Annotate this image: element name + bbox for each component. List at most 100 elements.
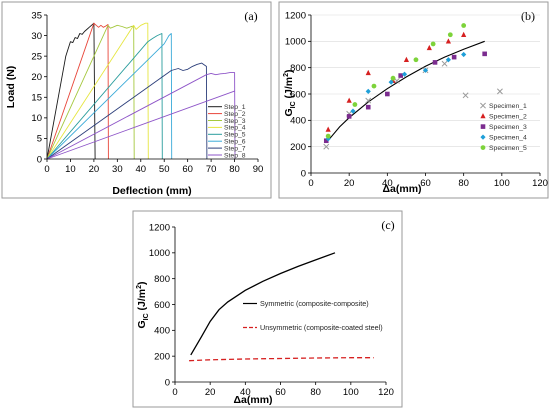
panel-b-data-point — [496, 88, 503, 95]
panel-b-data-point — [451, 54, 457, 60]
panel-b-data-point — [346, 114, 352, 119]
panel-b-data-point — [325, 133, 331, 139]
panel-a-x-tick-label: 80 — [229, 164, 240, 175]
panel-b-data-point — [462, 92, 469, 99]
panel-c-ylabel: GIC (J/m2) — [136, 281, 150, 328]
panel-b-data-point — [461, 51, 467, 58]
panel-b-ylabel-sub: IC — [290, 101, 297, 108]
panel-b-data-point — [461, 31, 467, 37]
panel-c-x-tick-label: 120 — [378, 387, 394, 398]
panel-b-data-point — [447, 32, 453, 38]
panel-c-x-tick-label: 60 — [275, 387, 286, 398]
panel-b-data-point — [413, 57, 419, 63]
panel-a-y-tick-label: 5 — [37, 134, 42, 145]
panel-c-y-tick-label: 200 — [154, 351, 170, 362]
panel-a-series-line — [46, 62, 208, 160]
panel-a-x-tick-label: 60 — [182, 164, 193, 175]
panel-b-legend-label: Specimen_1 — [489, 103, 527, 110]
panel-b-data-point — [346, 97, 352, 103]
panel-b-data-point — [323, 138, 329, 144]
panel-b-ylabel-main: G — [283, 108, 295, 116]
panel-b-legend-label: Specimen_2 — [489, 114, 527, 121]
panel-b-data-point — [430, 41, 436, 47]
panel-a-x-tick-label: 90 — [253, 164, 264, 175]
panel-b-data-point — [390, 75, 396, 81]
panel-b-legend-marker — [480, 113, 486, 119]
panel-a-x-tick-label: 30 — [112, 164, 123, 175]
panel-b-y-tick-label: 400 — [290, 116, 306, 127]
panel-b-data-point — [365, 69, 371, 76]
panel-a-ylabel: Load (N) — [5, 66, 17, 109]
panel-b-y-tick-label: 0 — [301, 168, 306, 179]
panel-c-y-tick-label: 400 — [154, 326, 170, 337]
panel-b-x-tick-label: 120 — [532, 178, 548, 189]
panel-b-data-point — [461, 23, 467, 28]
panel-a-y-tick-label: 15 — [31, 93, 42, 104]
panel-c-y-tick-label: 1200 — [149, 222, 170, 233]
panel-a-series-line — [46, 22, 149, 160]
panel-c-xlabel: Δa(mm) — [233, 394, 272, 406]
panel-b-data-point — [365, 104, 371, 110]
panel-a-y-tick-label: 20 — [31, 72, 42, 83]
panel-c-ylabel-sub: IC — [143, 313, 150, 320]
panel-c-ylabel-unit: (J/m — [136, 289, 148, 314]
panel-a-legend-label: Step_3 — [224, 118, 246, 125]
panel-a-series-line — [46, 33, 173, 160]
panel-c-x-tick-label: 80 — [310, 387, 321, 398]
panel-b-legend-label: Specimen_3 — [489, 124, 527, 131]
panel-b-fit-curve — [325, 40, 485, 144]
panel-b-y-tick-label: 800 — [290, 63, 306, 74]
panel-b-legend-marker — [480, 145, 486, 151]
panel-b-data-point — [365, 97, 372, 104]
panel-a-legend-label: Step_2 — [224, 111, 246, 118]
panel-a-x-tick-label: 70 — [206, 164, 217, 175]
panel-a-series-line — [46, 22, 109, 160]
panel-a-legend-label: Step_5 — [224, 132, 246, 139]
panel-a-series-line — [46, 90, 235, 160]
chart-panel-c: (c) Δa(mm) GIC (J/m2) 0 20 40 60 80 100 120020… — [132, 210, 403, 408]
panel-a-y-tick-label: 35 — [31, 10, 42, 21]
panel-b-data-point — [401, 71, 408, 77]
panel-c-x-tick-label: 40 — [240, 387, 251, 398]
panel-c-y-tick-label: 600 — [154, 300, 170, 311]
panel-b-data-point — [365, 88, 371, 94]
panel-b-y-tick-label: 1200 — [285, 10, 306, 21]
panel-b-data-point — [385, 91, 390, 97]
panel-c-ylabel-main: G — [136, 320, 148, 328]
panel-a-y-tick-label: 10 — [31, 113, 42, 124]
panel-b-data-point — [445, 57, 451, 63]
panel-b-data-point — [388, 79, 394, 85]
panel-a-legend-label: Step_6 — [224, 139, 246, 146]
panel-b-x-tick-label: 100 — [494, 178, 510, 189]
panel-a-x-tick-label: 40 — [135, 164, 146, 175]
panel-c-ylabel-sup: 2 — [136, 285, 143, 289]
panel-a-series-line — [46, 33, 163, 160]
panel-b-legend-label: Specimen_5 — [489, 145, 527, 152]
panel-b-ylabel-unit: (J/m — [283, 77, 295, 102]
panel-a-y-tick-label: 0 — [37, 154, 42, 165]
chart-panel-a: (a) Deflection (mm) Load (N) 0 10 20 30 40 50… — [1, 1, 272, 199]
panel-b-data-point — [398, 73, 403, 78]
panel-c-x-tick-label: 20 — [205, 387, 216, 398]
panel-c-label: (c) — [381, 218, 394, 232]
panel-b-x-tick-label: 40 — [382, 178, 393, 189]
panel-b-data-point — [482, 51, 487, 57]
panel-b-y-tick-label: 600 — [290, 89, 306, 100]
panel-b-legend-marker — [480, 102, 486, 109]
panel-a-label: (a) — [244, 9, 257, 23]
panel-c-series-line — [189, 357, 374, 362]
panel-b-ylabel: GIC (J/m2) — [283, 69, 297, 116]
panel-c-frame — [132, 210, 403, 408]
panel-a-x-tick-label: 0 — [44, 164, 49, 175]
panel-b-data-point — [403, 56, 410, 62]
panel-a-x-tick-label: 10 — [65, 164, 76, 175]
panel-b-y-tick-label: 1000 — [285, 37, 306, 48]
panel-b-data-point — [441, 60, 448, 67]
panel-c-y-tick-label: 1000 — [149, 248, 170, 259]
panel-a-legend-label: Step_7 — [224, 145, 246, 152]
panel-b-x-tick-label: 80 — [458, 178, 469, 189]
panel-c-ylabel-end: ) — [136, 281, 148, 285]
panel-b-label: (b) — [521, 9, 535, 23]
panel-a-legend-label: Step_4 — [224, 125, 246, 132]
panel-a-x-tick-label: 20 — [89, 164, 100, 175]
